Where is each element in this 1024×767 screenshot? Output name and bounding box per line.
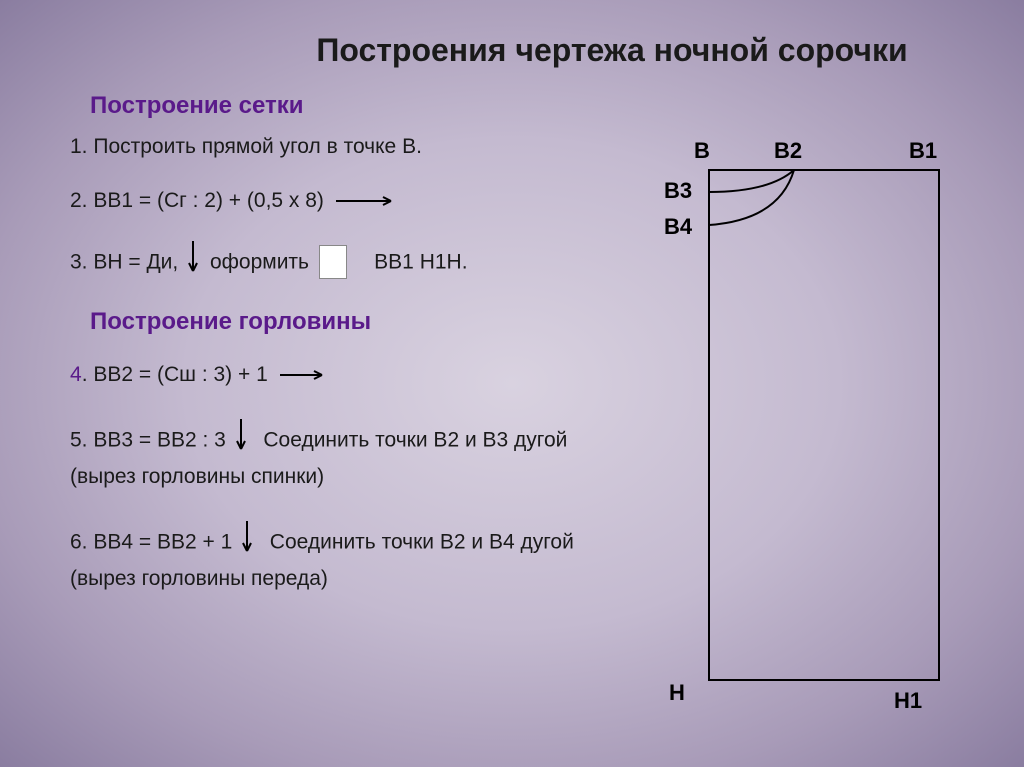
label-B4: В4 (664, 214, 692, 240)
arrow-right-icon (336, 186, 396, 216)
step-number: 3. (70, 250, 88, 273)
section-neck-title: Построение горловины (90, 308, 600, 336)
step-4: 4. ВВ2 = (Сш : 3) + 1 (70, 360, 600, 391)
label-B2: В2 (774, 138, 802, 164)
arrow-down-icon (236, 419, 248, 462)
blank-box (319, 245, 347, 279)
arrow-down-icon (242, 521, 254, 564)
step-2: 2. ВВ1 = (Сг : 2) + (0,5 х 8) (70, 186, 600, 217)
arrow-down-icon (188, 241, 200, 284)
label-H: Н (669, 680, 685, 706)
step-text: ВВ2 = (Сш : 3) + 1 (88, 363, 268, 386)
step-text-pre: ВН = Ди, (88, 250, 179, 273)
step-text-mid: оформить (210, 250, 309, 273)
step-formula: 5. ВВ3 = ВВ2 : 3 (70, 428, 226, 451)
step-number: 4 (70, 363, 82, 386)
step-6: 6. ВВ4 = ВВ2 + 1 Соединить точки В2 и В4… (70, 521, 600, 595)
arrow-right-icon (280, 360, 328, 390)
step-text: ВВ1 = (Сг : 2) + (0,5 х 8) (88, 189, 324, 212)
diagram-rect (709, 170, 939, 680)
pattern-diagram: В В2 В1 В3 В4 Н Н1 (669, 150, 969, 710)
step-5: 5. ВВ3 = ВВ2 : 3 Соединить точки В2 и В3… (70, 419, 600, 493)
step-text-post: ВВ1 Н1Н. (374, 250, 467, 273)
step-3: 3. ВН = Ди, оформить ВВ1 Н1Н. (70, 241, 600, 284)
label-B3: В3 (664, 178, 692, 204)
label-B1: В1 (909, 138, 937, 164)
section-grid-title: Построение сетки (90, 92, 600, 120)
step-number: 2. (70, 189, 88, 212)
step-formula: 6. ВВ4 = ВВ2 + 1 (70, 530, 232, 553)
step-number: 1. (70, 135, 88, 158)
label-B: В (694, 138, 710, 164)
neckline-arc-back (709, 170, 794, 192)
label-H1: Н1 (894, 688, 922, 714)
content-column: Построение сетки 1. Построить прямой уго… (40, 92, 600, 595)
slide-title: Построения чертежа ночной сорочки (240, 30, 984, 72)
step-1: 1. Построить прямой угол в точке В. (70, 132, 600, 162)
step-text: Построить прямой угол в точке В. (88, 135, 422, 158)
